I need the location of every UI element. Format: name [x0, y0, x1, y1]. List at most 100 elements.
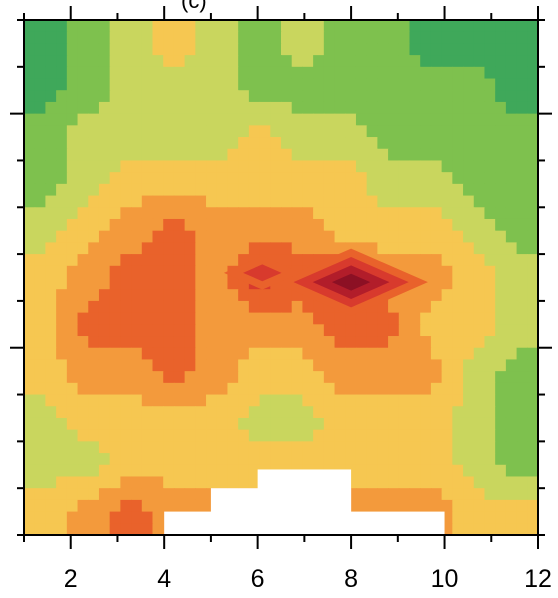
contour-cell — [98, 230, 111, 243]
contour-cell — [345, 382, 357, 396]
contour-cell — [302, 218, 314, 232]
contour-cell — [184, 137, 196, 150]
contour-cell — [195, 20, 207, 33]
contour-cell — [281, 382, 293, 396]
contour-cell — [173, 347, 186, 361]
contour-cell — [270, 382, 282, 396]
contour-cell — [366, 336, 378, 349]
contour-cell — [441, 429, 453, 442]
contour-cell — [366, 394, 378, 407]
contour-cell — [473, 406, 486, 419]
contour-cell — [505, 359, 518, 372]
contour-cell — [248, 336, 261, 349]
contour-cell — [66, 300, 79, 314]
contour-cell — [120, 453, 132, 466]
contour-peak — [331, 273, 371, 291]
contour-cell — [206, 43, 218, 56]
contour-cell — [463, 417, 475, 431]
contour-cell — [377, 230, 389, 243]
contour-cell — [248, 359, 261, 372]
contour-cell — [24, 312, 36, 325]
contour-cell — [163, 254, 175, 267]
contour-cell — [109, 382, 121, 396]
contour-cell — [131, 324, 143, 337]
contour-cell — [173, 230, 186, 243]
contour-cell — [291, 125, 304, 138]
contour-cell — [430, 20, 443, 33]
contour-cell — [248, 371, 261, 384]
contour-cell — [184, 78, 196, 91]
contour-cell — [302, 160, 314, 173]
contour-cell — [77, 441, 89, 454]
contour-cell — [463, 66, 475, 80]
contour-cell — [291, 324, 304, 337]
contour-cell — [24, 499, 36, 513]
contour-cell — [473, 511, 486, 524]
contour-cell — [45, 172, 57, 185]
contour-cell — [527, 429, 538, 442]
contour-cell — [184, 230, 196, 243]
contour-cell — [291, 218, 304, 232]
contour-cell — [173, 499, 186, 513]
contour-cell — [334, 371, 346, 384]
contour-cell — [45, 148, 57, 162]
contour-cell — [463, 453, 475, 466]
contour-cell — [323, 207, 336, 220]
contour-cell — [248, 125, 261, 138]
contour-cell — [88, 66, 100, 80]
contour-cell — [484, 406, 496, 419]
contour-cell — [291, 300, 304, 314]
contour-cell — [409, 137, 421, 150]
contour-cell — [184, 464, 196, 478]
contour-cell — [173, 101, 186, 115]
contour-cell — [505, 371, 518, 384]
contour-cell — [131, 230, 143, 243]
contour-cell — [109, 207, 121, 220]
contour-cell — [323, 195, 336, 208]
contour-cell — [495, 172, 507, 185]
contour-cell — [88, 137, 100, 150]
contour-cell — [88, 101, 100, 115]
contour-cell — [34, 230, 47, 243]
contour-cell — [355, 113, 368, 126]
contour-cell — [98, 523, 111, 535]
contour-cell — [56, 289, 68, 302]
contour-cell — [291, 137, 304, 150]
contour-cell — [281, 300, 293, 314]
contour-cell — [259, 101, 271, 115]
contour-cell — [56, 312, 68, 325]
contour-cell — [291, 160, 304, 173]
contour-cell — [473, 464, 486, 478]
contour-cell — [45, 324, 57, 337]
contour-cell — [323, 324, 336, 337]
contour-cell — [238, 55, 250, 68]
contour-cell — [152, 406, 164, 419]
contour-cell — [163, 66, 175, 80]
contour-cell — [24, 336, 36, 349]
contour-cell — [441, 312, 453, 325]
contour-cell — [430, 31, 443, 45]
contour-cell — [441, 277, 453, 290]
contour-cell — [120, 499, 132, 513]
contour-cell — [66, 183, 79, 197]
contour-cell — [281, 31, 293, 45]
contour-cell — [366, 125, 378, 138]
contour-cell — [355, 453, 368, 466]
contour-cell — [206, 31, 218, 45]
contour-cell — [463, 78, 475, 91]
contour-cell — [420, 207, 432, 220]
contour-cell — [227, 464, 239, 478]
contour-cell — [495, 347, 507, 361]
contour-cell — [527, 43, 538, 56]
contour-cell — [270, 242, 282, 255]
contour-cell — [184, 289, 196, 302]
contour-cell — [109, 441, 121, 454]
contour-cell — [302, 417, 314, 431]
contour-cell — [495, 148, 507, 162]
contour-cell — [313, 382, 325, 396]
contour-cell — [131, 31, 143, 45]
contour-cell — [452, 55, 464, 68]
contour-cell — [388, 406, 400, 419]
contour-cell — [270, 347, 282, 361]
contour-cell — [334, 347, 346, 361]
